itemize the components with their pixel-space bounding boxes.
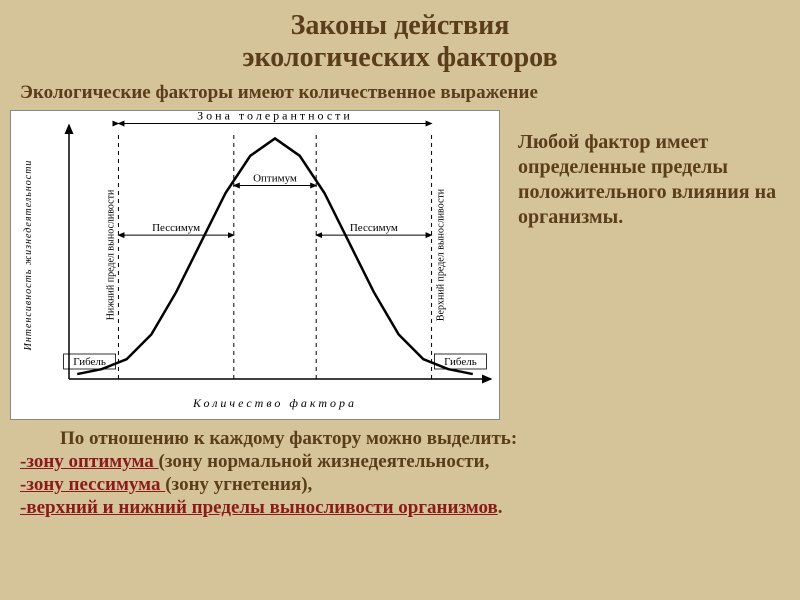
zone-optimum-term: -зону оптимума [20, 451, 159, 472]
slide-title: Законы действия экологических факторов [0, 0, 800, 74]
svg-text:Верхний предел выносливости: Верхний предел выносливости [436, 189, 447, 322]
svg-text:Пессимум: Пессимум [350, 223, 398, 235]
limits-period: . [498, 497, 503, 518]
zone-pessimum-desc: (зону угнетения), [165, 474, 312, 495]
svg-text:Зона толерантности: Зона толерантности [197, 111, 353, 123]
svg-text:Пессимум: Пессимум [152, 223, 200, 235]
zone-pessimum-term: -зону пессимума [20, 474, 165, 495]
bottom-line2: -зону пессимума (зону угнетения), [20, 474, 780, 497]
bottom-line1: -зону оптимума (зону нормальной жизнедея… [20, 451, 780, 474]
title-line1: Законы действия [0, 10, 800, 42]
bottom-text: По отношению к каждому фактору можно выд… [0, 420, 800, 519]
svg-text:Интенсивность жизнедеятельност: Интенсивность жизнедеятельности [23, 160, 34, 352]
svg-text:Гибель: Гибель [444, 356, 477, 368]
content-row: Зона толерантности Оптимум Пессимум Пессиму… [0, 108, 800, 420]
limits-term: -верхний и нижний пределы выносливости о… [20, 497, 498, 518]
svg-text:Оптимум: Оптимум [253, 173, 297, 185]
bottom-line3: -верхний и нижний пределы выносливости о… [20, 497, 780, 520]
subtitle: Экологические факторы имеют количественн… [0, 74, 800, 108]
side-paragraph: Любой фактор имеет определенные пределы … [500, 110, 790, 230]
svg-text:Нижний предел выносливости: Нижний предел выносливости [105, 189, 116, 320]
tolerance-chart: Зона толерантности Оптимум Пессимум Пессиму… [10, 110, 500, 420]
zone-optimum-desc: (зону нормальной жизнедеятельности, [159, 451, 490, 472]
svg-text:Гибель: Гибель [73, 356, 106, 368]
title-line2: экологических факторов [0, 42, 800, 74]
svg-text:Количество фактора: Количество фактора [192, 396, 357, 410]
bottom-lead: По отношению к каждому фактору можно выд… [20, 428, 780, 451]
